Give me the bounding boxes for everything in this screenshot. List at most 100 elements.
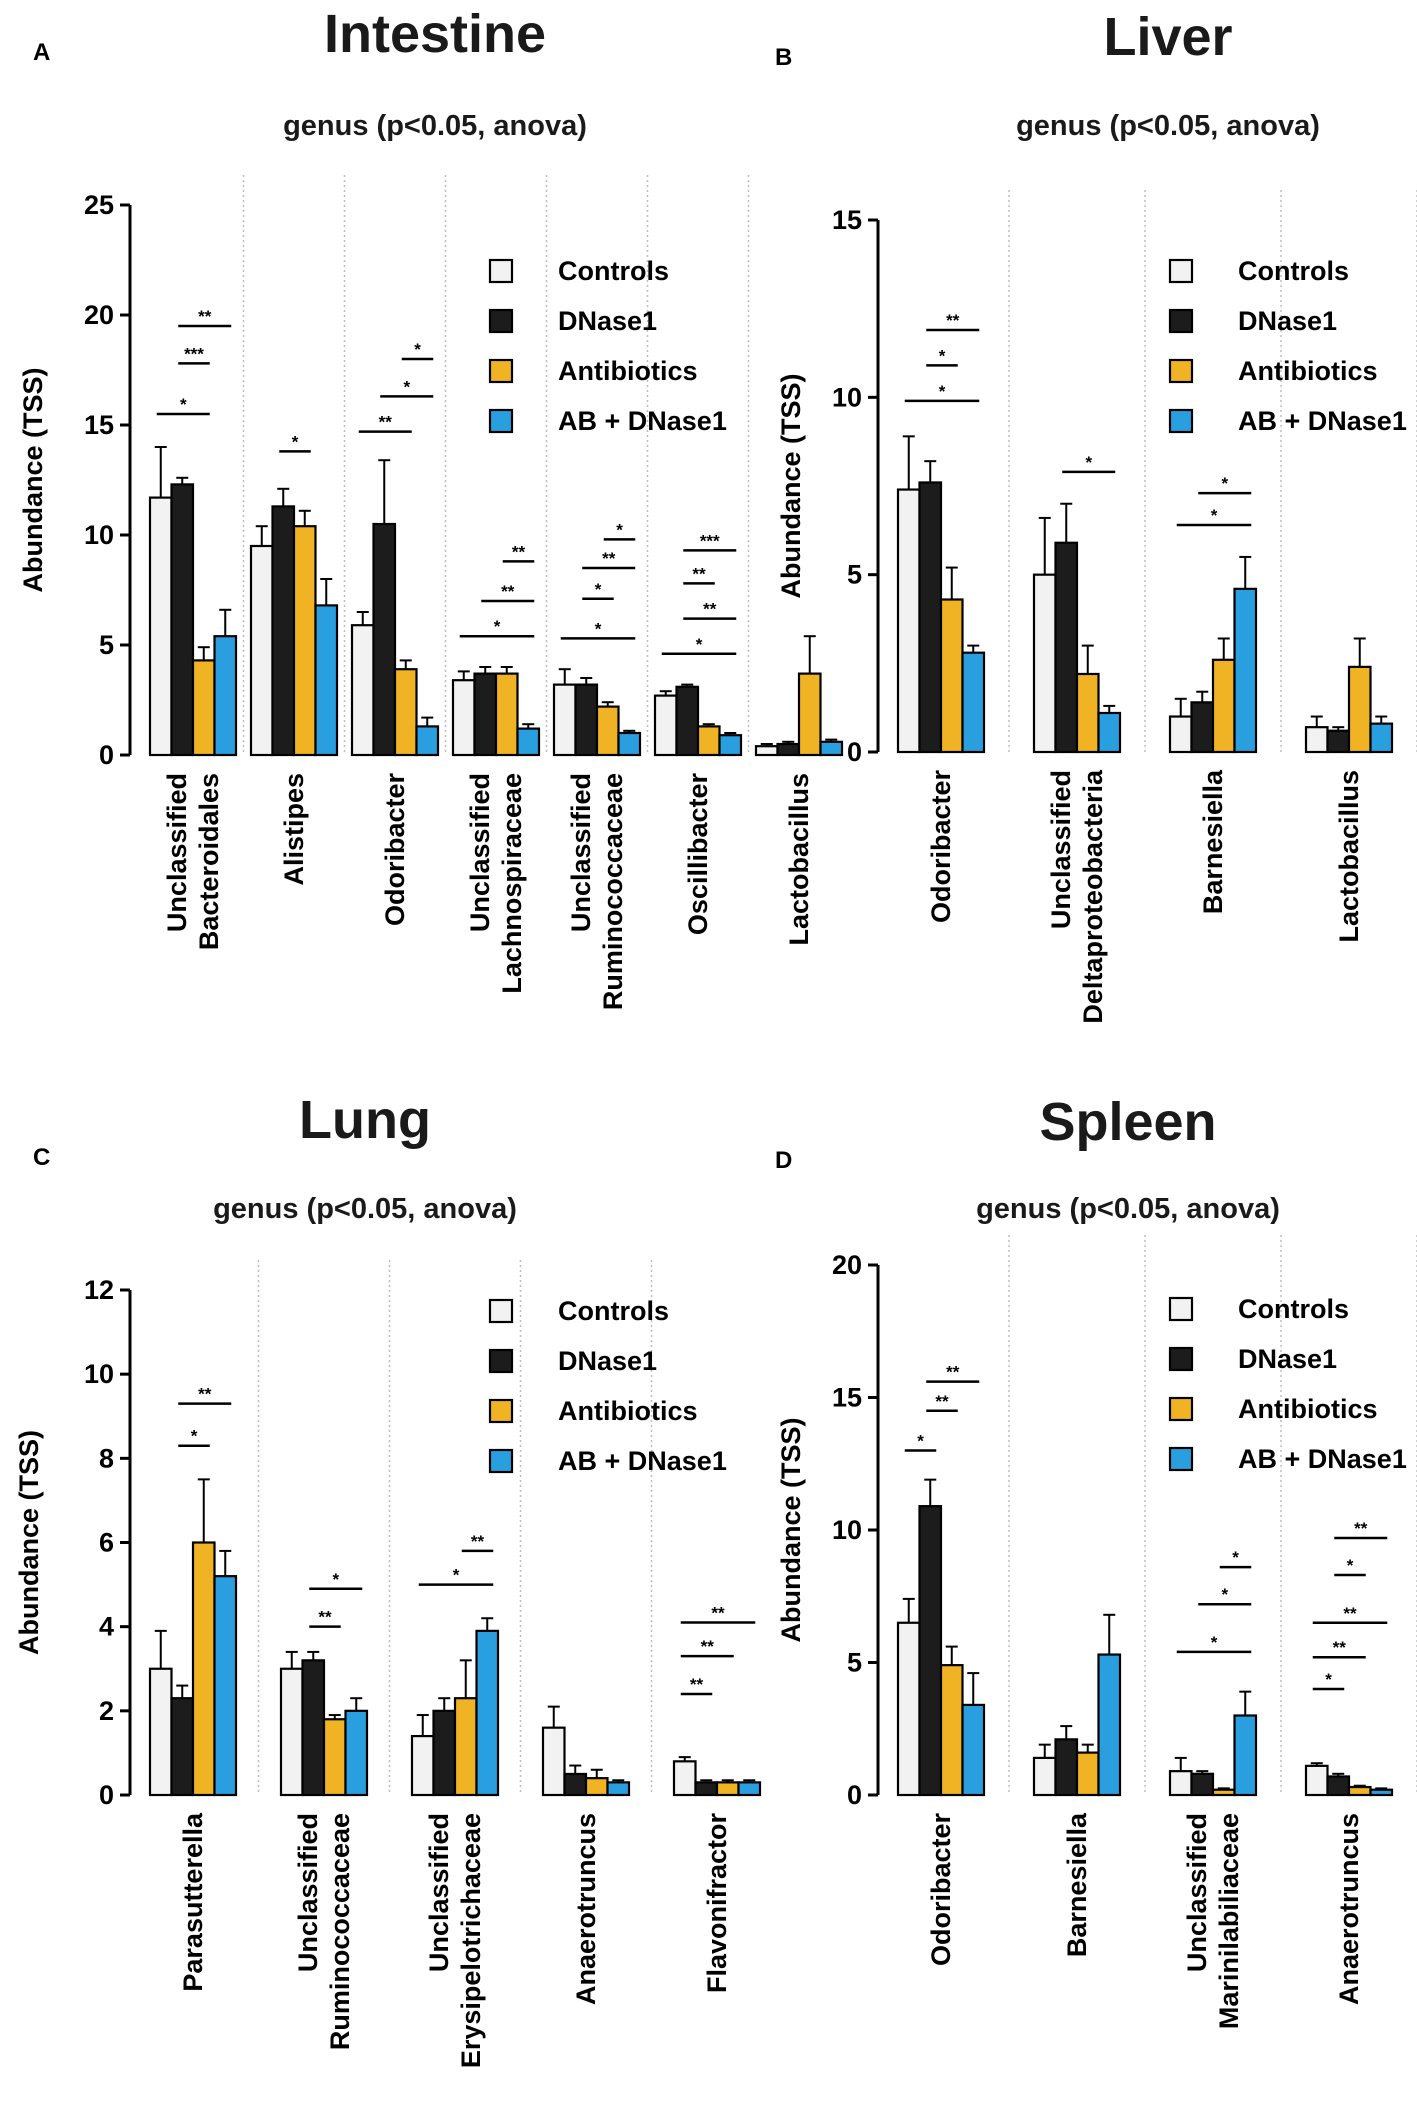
y-tick-label: 10 xyxy=(84,520,114,550)
bar-antibiotics xyxy=(494,672,519,757)
legend-swatch xyxy=(1168,1396,1194,1422)
bar-controls xyxy=(1032,573,1057,754)
panel-title: Spleen xyxy=(1039,1092,1216,1152)
bar-ab-dnase1 xyxy=(314,604,339,757)
bar-antibiotics xyxy=(1211,1788,1236,1797)
significance-label: *** xyxy=(184,344,204,363)
significance-label: * xyxy=(1085,453,1092,472)
significance-label: * xyxy=(1221,1585,1228,1604)
significance-label: * xyxy=(180,395,187,414)
bar-ab-dnase1 xyxy=(1233,1714,1258,1797)
bar-controls xyxy=(896,488,921,754)
significance-label: * xyxy=(403,377,410,396)
bar-dnase1 xyxy=(694,1781,719,1797)
significance-label: * xyxy=(696,635,703,654)
bar-antibiotics xyxy=(797,672,822,757)
category-label: Unclassified Erysipelotrichaceae xyxy=(424,1813,486,2068)
significance-label: * xyxy=(1325,1670,1332,1689)
bar-controls xyxy=(249,544,274,757)
category-label-line: Bacteroidales xyxy=(194,773,224,950)
bar-dnase1 xyxy=(918,1505,943,1797)
panel-title: Liver xyxy=(1103,7,1232,67)
category-label-line: Unclassified xyxy=(1046,770,1076,929)
bar-ab-dnase1 xyxy=(737,1781,762,1797)
y-axis-label: Abundance (TSS) xyxy=(776,1417,806,1642)
bar-antibiotics xyxy=(453,1697,478,1797)
bar-antibiotics xyxy=(1347,1785,1372,1797)
legend-label: Controls xyxy=(558,256,669,286)
significance-label: ** xyxy=(198,307,212,326)
legend-label: DNase1 xyxy=(1238,306,1337,336)
panel-letter: A xyxy=(33,39,50,66)
bar-ab-dnase1 xyxy=(961,651,986,754)
bar-dnase1 xyxy=(473,672,498,757)
panel-a: A Intestine genus (p<0.05, anova) 0 5 10 15 20 2… xyxy=(18,4,844,1010)
bar-ab-dnase1 xyxy=(1097,711,1122,754)
bar-antibiotics xyxy=(696,725,721,757)
category-label: Odoribacter xyxy=(380,773,410,927)
bar-antibiotics xyxy=(292,525,317,757)
bar-ab-dnase1 xyxy=(516,727,541,757)
y-tick-label: 20 xyxy=(84,300,114,330)
y-tick-label: 0 xyxy=(99,740,114,770)
y-tick-label: 5 xyxy=(847,1648,862,1678)
category-label-line: Alistipes xyxy=(279,773,309,886)
significance-label: * xyxy=(595,580,602,599)
category-label: Unclassified Ruminococcaceae xyxy=(293,1813,355,2050)
y-tick-label: 15 xyxy=(832,205,862,235)
legend-label: AB + DNase1 xyxy=(558,1446,727,1476)
significance-label: ** xyxy=(501,582,515,601)
significance-label: ** xyxy=(602,549,616,568)
bar-ab-dnase1 xyxy=(961,1703,986,1797)
significance-label: ** xyxy=(471,1532,485,1551)
legend-label: Controls xyxy=(1238,256,1349,286)
panel-letter: D xyxy=(775,1147,792,1174)
bar-ab-dnase1 xyxy=(213,635,238,757)
y-tick-label: 10 xyxy=(832,1515,862,1545)
legend-swatch xyxy=(1168,1346,1194,1372)
y-tick-label: 15 xyxy=(84,410,114,440)
y-axis-label: Abundance (TSS) xyxy=(14,1430,44,1655)
legend-swatch xyxy=(488,358,514,384)
category-label: Unclassified Lachnospiraceae xyxy=(465,773,527,994)
significance-label: * xyxy=(453,1566,460,1585)
bar-controls xyxy=(672,1760,697,1797)
legend-swatch xyxy=(488,1448,514,1474)
bar-controls xyxy=(148,496,173,757)
significance-label: * xyxy=(292,432,299,451)
legend-label: DNase1 xyxy=(558,1346,657,1376)
legend-swatch xyxy=(1168,1446,1194,1472)
y-tick-label: 6 xyxy=(99,1528,114,1558)
y-axis-label: Abundance (TSS) xyxy=(18,367,48,592)
bar-controls xyxy=(451,679,476,757)
bar-dnase1 xyxy=(271,505,296,757)
bar-controls xyxy=(148,1667,173,1797)
significance-label: ** xyxy=(711,1603,725,1622)
y-tick-label: 4 xyxy=(99,1612,114,1642)
y-tick-label: 5 xyxy=(99,630,114,660)
bar-controls xyxy=(1304,726,1329,754)
bar-antibiotics xyxy=(1075,672,1100,754)
category-label-line: Erysipelotrichaceae xyxy=(456,1813,486,2068)
significance-label: ** xyxy=(198,1385,212,1404)
category-label-line: Unclassified xyxy=(424,1813,454,1972)
bar-antibiotics xyxy=(715,1781,740,1797)
bar-controls xyxy=(410,1734,435,1797)
bar-controls xyxy=(1032,1756,1057,1797)
significance-label: ** xyxy=(690,1675,704,1694)
bar-ab-dnase1 xyxy=(718,734,743,757)
category-label: Odoribacter xyxy=(926,770,956,924)
bar-ab-dnase1 xyxy=(1233,587,1258,754)
bar-ab-dnase1 xyxy=(606,1781,631,1797)
category-label: Unclassified Ruminococcaceae xyxy=(566,773,628,1010)
significance-label: ** xyxy=(701,1637,715,1656)
category-label: Barnesiella xyxy=(1198,769,1228,914)
bar-dnase1 xyxy=(372,522,397,757)
legend-label: Antibiotics xyxy=(558,356,698,386)
category-label: Unclassified Bacteroidales xyxy=(162,773,224,950)
legend-swatch xyxy=(488,1348,514,1374)
bar-controls xyxy=(1168,715,1193,754)
legend-swatch xyxy=(488,258,514,284)
category-label: Alistipes xyxy=(279,773,309,886)
y-tick-label: 25 xyxy=(84,190,114,220)
